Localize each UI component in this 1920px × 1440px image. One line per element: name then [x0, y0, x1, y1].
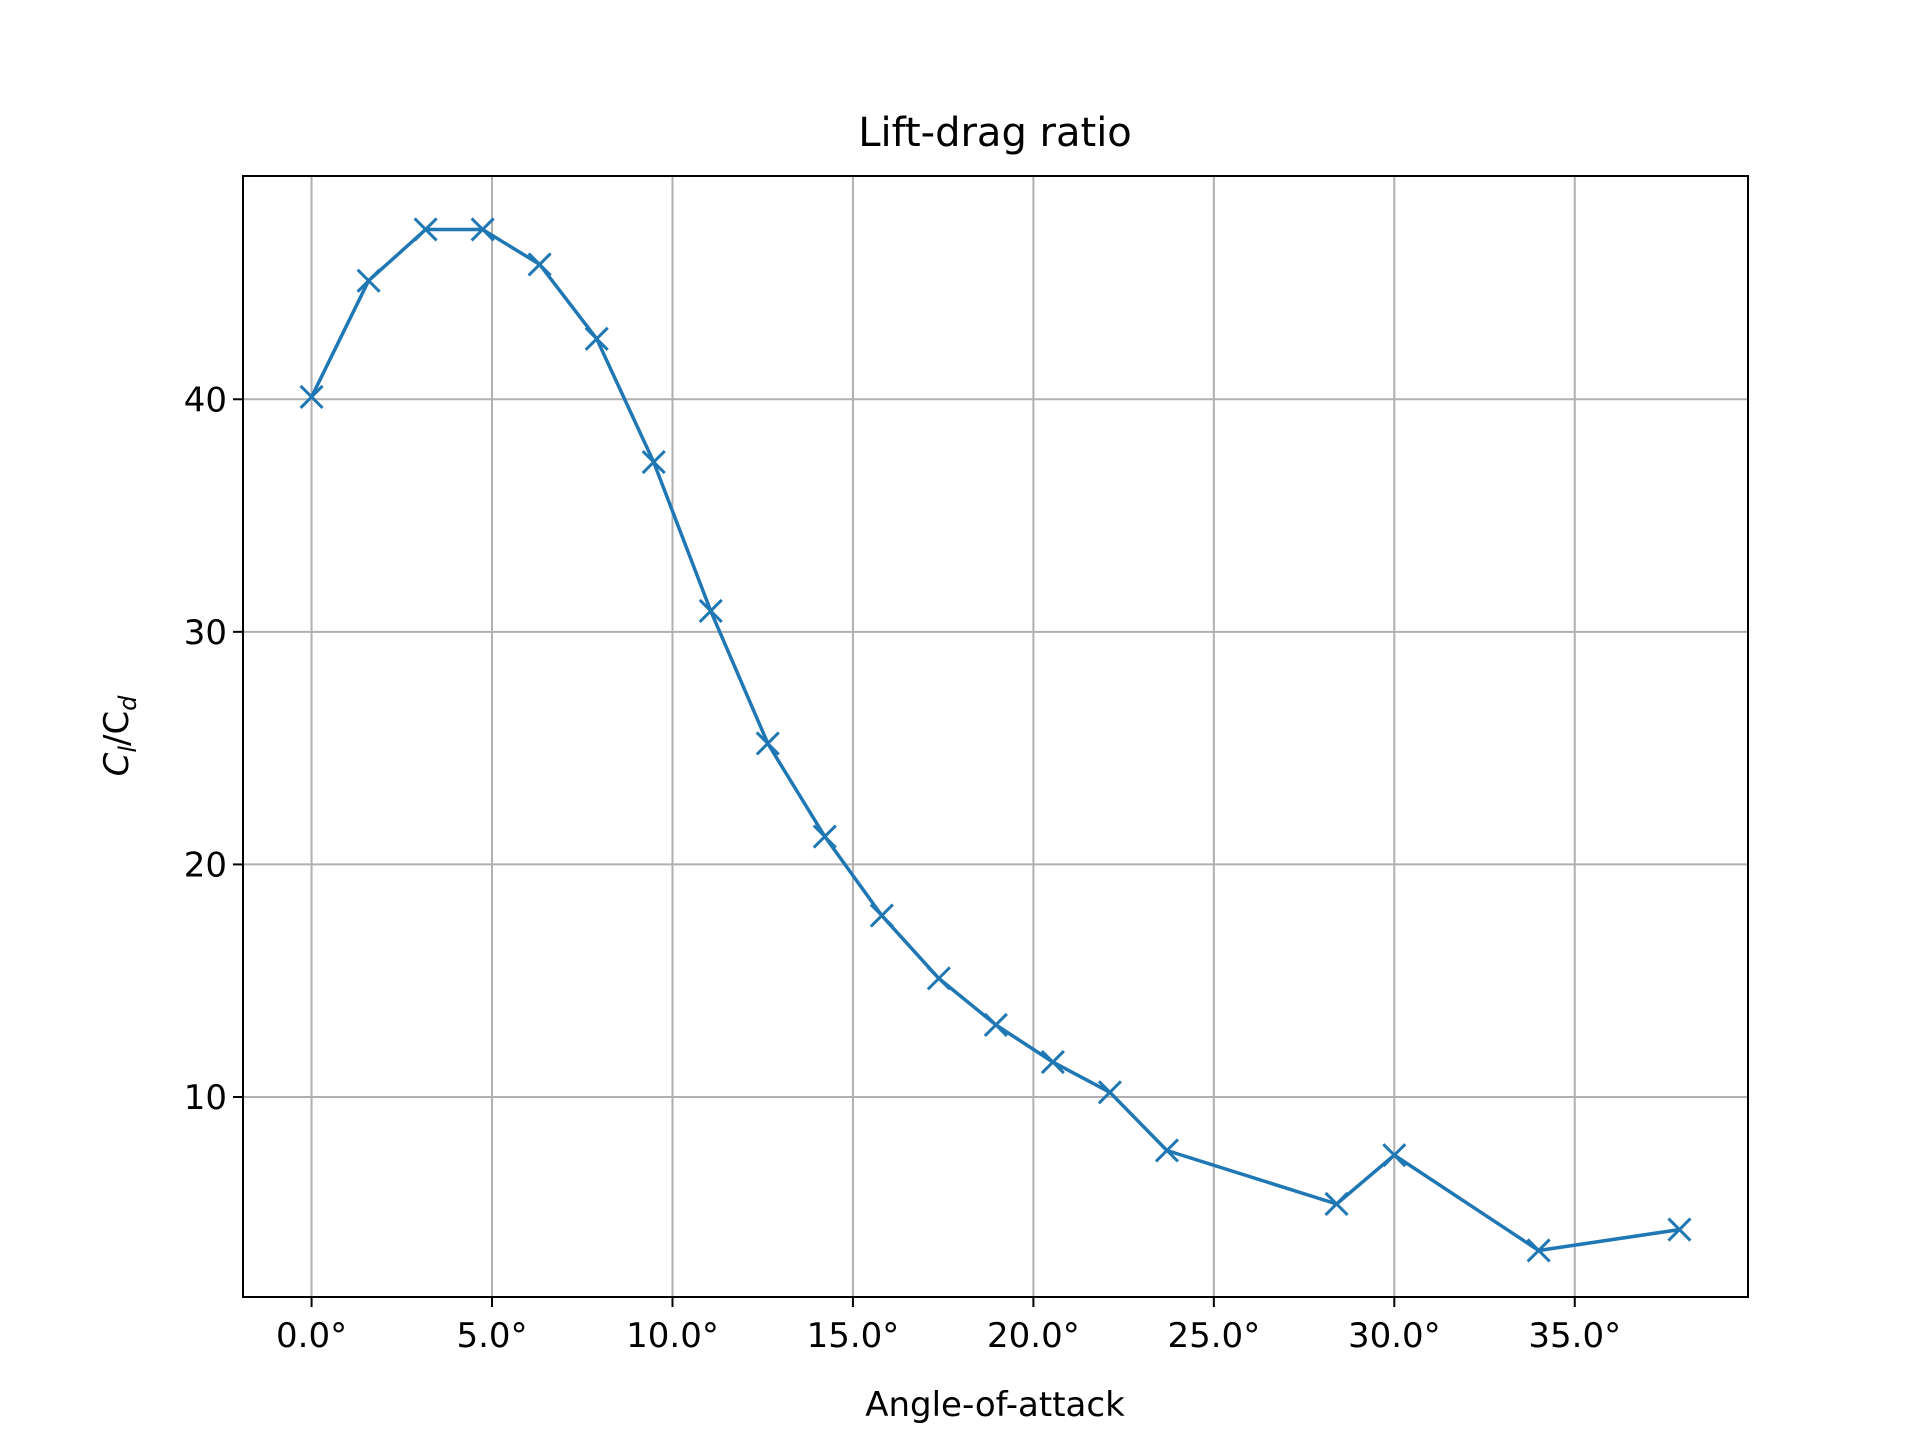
data-point-marker	[1382, 1143, 1407, 1168]
data-point-marker	[983, 1012, 1008, 1037]
x-axis-label: Angle-of-attack	[865, 1385, 1125, 1425]
x-tick-label: 5.0°	[456, 1316, 527, 1356]
x-tick-label: 35.0°	[1528, 1316, 1621, 1356]
data-point-marker	[1040, 1050, 1065, 1075]
x-tick-label: 20.0°	[987, 1316, 1080, 1356]
data-point-marker	[812, 824, 837, 849]
data-point-marker	[1097, 1080, 1122, 1105]
y-tick-label: 30	[184, 613, 227, 653]
data-point-marker	[1526, 1238, 1551, 1263]
data-point-marker	[470, 217, 495, 242]
series-line	[310, 227, 1680, 1253]
data-point-marker	[698, 598, 723, 623]
x-tick-label: 30.0°	[1348, 1316, 1441, 1356]
data-point-marker	[926, 966, 951, 991]
plot-series	[299, 217, 1692, 1263]
grid-lines	[243, 176, 1748, 1297]
x-axis-ticks: 0.0° 5.0° 10.0° 15.0° 20.0° 25.0° 30.0° 35.0°	[276, 1297, 1621, 1356]
data-point-marker	[1324, 1191, 1349, 1217]
chart-title: Lift-drag ratio	[858, 110, 1132, 156]
x-tick-label: 10.0°	[626, 1316, 719, 1356]
data-point-marker	[869, 903, 894, 928]
x-tick-label: 0.0°	[276, 1316, 347, 1356]
data-point-marker	[527, 252, 552, 277]
y-axis-ticks: 10 20 30 40	[184, 380, 243, 1118]
y-tick-label: 40	[184, 380, 227, 420]
data-point-marker	[755, 731, 780, 756]
data-point-marker	[413, 217, 438, 242]
data-point-marker	[641, 450, 666, 475]
y-tick-label: 10	[184, 1078, 227, 1118]
data-point-marker	[356, 268, 381, 293]
data-point-marker	[1667, 1217, 1692, 1242]
y-tick-label: 20	[184, 845, 227, 885]
x-tick-label: 25.0°	[1167, 1316, 1260, 1356]
plot-frame	[242, 175, 1749, 1298]
data-point-marker	[584, 326, 609, 351]
x-tick-label: 15.0°	[807, 1316, 900, 1356]
data-point-marker	[1154, 1138, 1179, 1163]
data-point-marker	[299, 384, 324, 410]
y-axis-label: Cl/Cd	[97, 695, 142, 777]
